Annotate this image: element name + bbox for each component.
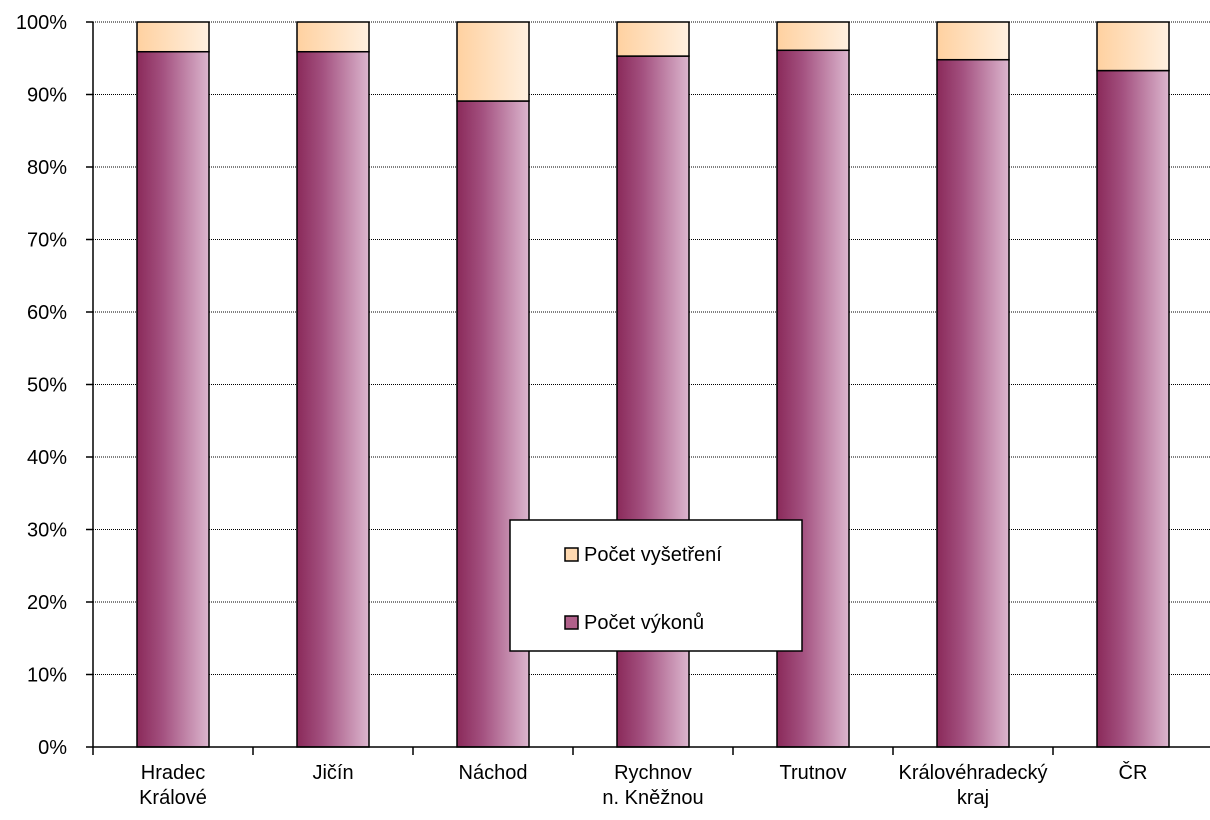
- legend-box: [509, 519, 803, 652]
- bar-pocet-vykonu: [936, 58, 1010, 748]
- bar-pocet-vykonu: [136, 50, 210, 748]
- y-tick-label: 80%: [27, 157, 67, 179]
- bar-pocet-vysetreni: [616, 21, 690, 57]
- x-category-label: Trutnov: [779, 762, 846, 784]
- bar-pocet-vysetreni: [936, 21, 1010, 61]
- x-category-label: Hradec Králové: [139, 762, 207, 809]
- bar-pocet-vysetreni: [776, 21, 850, 52]
- x-category-label: Rychnov n. Kněžnou: [602, 762, 703, 809]
- y-tick-label: 20%: [27, 592, 67, 614]
- x-category-label: Královéhradecký kraj: [899, 762, 1048, 809]
- axes: [86, 21, 1210, 755]
- legend-label: Počet výkonů: [584, 612, 704, 634]
- bar-pocet-vysetreni: [296, 21, 370, 53]
- y-axis-labels: 0% 10% 20% 30% 40% 50% 60% 70% 80% 90% 100%: [16, 12, 67, 759]
- y-tick-label: 100%: [16, 12, 67, 34]
- y-tick-label: 30%: [27, 520, 67, 542]
- legend-swatch: [564, 615, 579, 630]
- bar-pocet-vykonu: [1096, 69, 1170, 748]
- legend-swatch: [564, 547, 579, 562]
- y-tick-label: 10%: [27, 665, 67, 687]
- y-tick-label: 60%: [27, 302, 67, 324]
- y-tick-label: 40%: [27, 447, 67, 469]
- bar-pocet-vysetreni: [1096, 21, 1170, 72]
- y-tick-label: 0%: [38, 737, 67, 759]
- legend-label: Počet vyšetření: [584, 544, 722, 566]
- legend: Počet vyšetření Počet výkonů: [509, 519, 803, 652]
- y-tick-label: 90%: [27, 85, 67, 107]
- bar-pocet-vysetreni: [456, 21, 530, 102]
- x-category-label: ČR: [1119, 761, 1148, 784]
- bar-pocet-vykonu: [296, 50, 370, 748]
- y-tick-label: 70%: [27, 230, 67, 252]
- x-category-label: Náchod: [459, 762, 528, 784]
- y-tick-label: 50%: [27, 375, 67, 397]
- x-category-label: Jičín: [312, 762, 353, 784]
- bar-pocet-vysetreni: [136, 21, 210, 53]
- x-axis-labels: Hradec Králové Jičín Náchod Rychnov n. Kněžno…: [139, 761, 1147, 809]
